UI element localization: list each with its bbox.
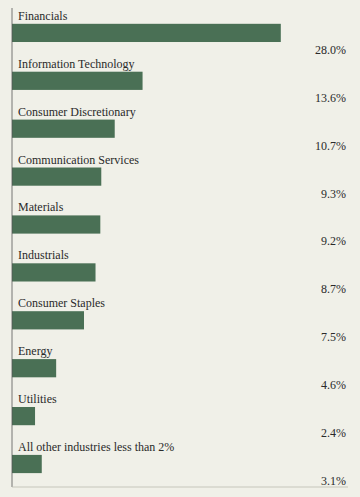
category-label: Consumer Discretionary	[18, 105, 136, 119]
category-label: Materials	[18, 200, 64, 214]
bar	[12, 359, 56, 377]
value-label: 8.7%	[321, 282, 346, 296]
bar	[12, 311, 84, 329]
bar	[12, 168, 101, 186]
bar	[12, 263, 96, 281]
category-label: Utilities	[18, 392, 57, 406]
bar	[12, 72, 143, 90]
value-label: 4.6%	[321, 378, 346, 392]
value-label: 13.6%	[315, 91, 346, 105]
category-label: Energy	[18, 344, 52, 358]
labels: Financials 28.0% Information Technology 13.…	[18, 9, 346, 488]
bars	[12, 24, 281, 473]
axis-line	[12, 487, 348, 488]
bar	[12, 455, 42, 473]
bar	[12, 120, 115, 138]
category-label: All other industries less than 2%	[18, 440, 174, 454]
category-label: Financials	[18, 9, 68, 23]
bar	[12, 215, 100, 233]
value-label: 28.0%	[315, 43, 346, 57]
value-label: 3.1%	[321, 474, 346, 488]
value-label: 7.5%	[321, 330, 346, 344]
value-label: 9.2%	[321, 234, 346, 248]
category-label: Industrials	[18, 248, 69, 262]
value-label: 9.3%	[321, 187, 346, 201]
category-label: Consumer Staples	[18, 296, 105, 310]
bar	[12, 24, 281, 42]
bar	[12, 407, 35, 425]
value-label: 10.7%	[315, 139, 346, 153]
category-label: Information Technology	[18, 57, 135, 71]
chart-svg: Financials 28.0% Information Technology 13.…	[0, 0, 360, 497]
category-label: Communication Services	[18, 153, 139, 167]
value-label: 2.4%	[321, 426, 346, 440]
chart-container: Financials 28.0% Information Technology 13.…	[0, 0, 360, 497]
baseline	[12, 8, 13, 487]
